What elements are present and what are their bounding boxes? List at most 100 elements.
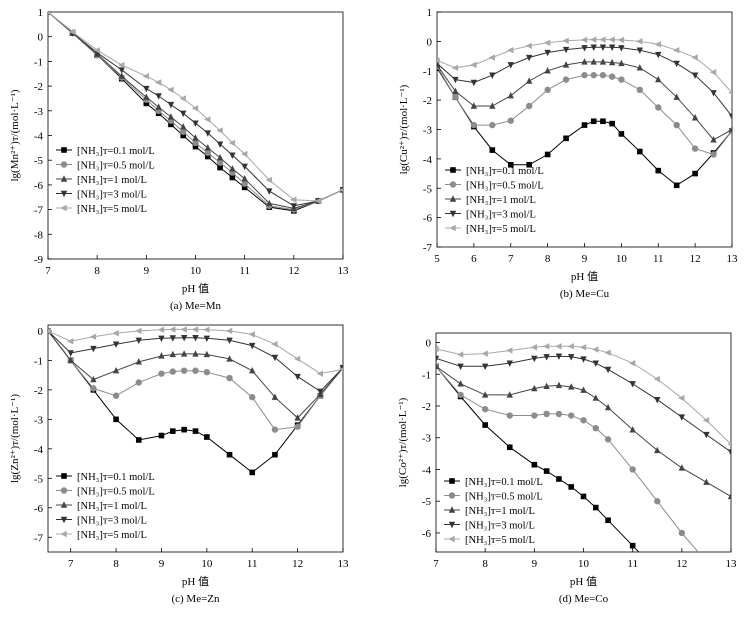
legend-marker-1 [449,181,457,188]
data-point-s0 [135,437,142,443]
data-point-s2 [169,350,177,358]
data-point-s3 [592,360,599,367]
data-point-s4 [592,346,599,353]
data-point-s1 [506,412,513,419]
data-point-s2 [271,393,279,400]
data-point-s2 [135,358,142,365]
data-point-s2 [691,114,699,121]
data-point-s4 [653,375,660,383]
data-point-s4 [567,343,574,350]
data-point-s0 [249,469,256,476]
data-point-s4 [293,355,301,363]
data-point-s0 [679,594,685,600]
legend-marker-0 [449,478,455,484]
legend-label-4: [NH₃]ᴛ=5 mol/L [77,530,147,541]
data-point-s0 [507,161,514,168]
data-point-s4 [167,86,174,94]
data-point-s2 [241,175,248,182]
data-point-s3 [655,51,662,59]
data-point-s1 [226,374,233,382]
data-point-s3 [489,72,496,79]
data-point-s0 [192,143,199,150]
data-point-s0 [229,174,236,181]
data-point-s2 [618,59,625,67]
data-point-s4 [451,64,459,72]
x-tick-label: 6 [471,253,477,265]
data-point-s3 [506,360,513,367]
y-tick-label: -3 [422,433,432,445]
chart-caption: (d) Me=Co [559,593,609,605]
data-point-s2 [507,92,514,99]
data-point-s4 [543,39,551,47]
x-tick-label: 8 [482,558,488,570]
data-point-s3 [531,355,538,363]
data-point-s1 [655,104,662,111]
data-point-s0 [590,118,597,125]
legend-marker-3 [449,210,457,218]
data-point-s0 [609,120,615,127]
data-point-s3 [452,76,459,84]
data-point-s2 [457,380,464,387]
data-point-s0 [543,468,550,474]
data-point-s1 [481,405,489,413]
y-tick-label: -6 [34,180,44,192]
data-point-s4 [191,105,199,112]
x-tick-label: 11 [627,558,638,570]
data-point-s3 [216,141,224,148]
data-point-s3 [525,54,533,62]
x-tick-label: 9 [159,558,165,570]
series-group [48,326,343,476]
data-point-s4 [436,345,439,353]
data-point-s1 [673,121,680,129]
data-point-s3 [317,388,324,396]
data-point-s1 [562,76,570,83]
data-point-s1 [568,412,575,419]
y-tick-label: -6 [423,213,433,225]
data-point-s2 [506,391,513,398]
series-line-3 [436,355,731,453]
data-point-s3 [678,414,686,421]
data-point-s0 [605,517,611,524]
y-tick-label: 0 [426,338,432,350]
data-point-s2 [678,464,686,471]
data-point-s0 [637,148,643,155]
x-tick-label: 7 [508,253,514,265]
data-point-s2 [727,492,731,500]
data-point-s4 [654,41,661,48]
data-point-s3 [590,44,597,51]
data-point-s2 [581,58,588,65]
data-point-s3 [266,188,273,195]
data-point-s2 [525,77,533,84]
data-point-s0 [170,428,176,434]
x-tick-label: 5 [434,253,440,265]
data-point-s3 [710,90,717,97]
data-point-s3 [249,342,256,350]
chart-panel-mn: 7 8 9 10 11 12 13 1 0 -1 -2 -3 -4 -5 -6 -7 -8 -9 pH 值 lg(Mn… [0,0,375,312]
data-point-s0 [204,153,211,160]
data-point-s0 [217,164,223,171]
y-tick-label: -6 [422,528,432,540]
data-point-s0 [673,182,680,189]
data-point-s2 [604,403,612,411]
data-point-s0 [654,568,660,574]
data-point-s4 [135,327,142,335]
data-point-s3 [226,337,233,345]
data-point-s3 [271,354,279,362]
data-point-s3 [169,335,177,342]
data-point-s2 [629,426,636,433]
data-point-s2 [229,165,236,172]
data-point-s3 [618,45,625,52]
data-point-s1 [543,410,550,418]
data-point-s2 [531,384,538,392]
legend-label-1: [NH₃]ᴛ=0.5 mol/L [466,181,544,192]
legend-label-0: [NH₃]ᴛ=0.1 mol/L [466,166,544,177]
data-point-s1 [169,368,177,375]
data-point-s0 [272,451,278,458]
legend-label-4: [NH₃]ᴛ=5 mol/L [77,204,147,215]
y-tick-label: -2 [34,385,43,397]
x-tick-label: 13 [726,558,738,570]
series-group [437,36,732,189]
legend-label-1: [NH₃]ᴛ=0.5 mol/L [77,161,155,172]
chart-caption: (a) Me=Mn [170,300,222,311]
y-tick-label: -7 [34,532,44,544]
